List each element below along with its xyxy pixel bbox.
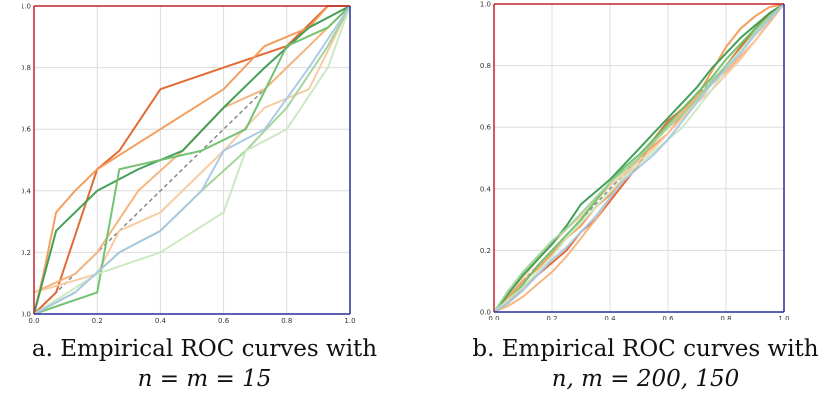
a-roc-curve-3: [33, 5, 351, 294]
b-x-tick-label-1: 0.2: [546, 315, 557, 320]
b-y-tick-label-0: 0.0: [480, 309, 491, 317]
a-x-tick-label-5: 1.0: [344, 317, 355, 325]
a-x-tick-label-1: 0.2: [92, 317, 103, 325]
a-x-tick-label-3: 0.6: [218, 317, 230, 325]
caption-a-line2: n = m = 15: [137, 366, 272, 392]
a-roc-curve-4: [33, 5, 351, 315]
a-y-tick-label-0: 0.0: [22, 311, 31, 319]
b-roc-curve-8: [493, 3, 785, 313]
roc-chart-a: 0.0 0.2 0.4 0.6 0.8 1.0 0.0 0.2 0.4 0.6 0.8 1.0: [22, 3, 356, 326]
caption-b-line2: n, m = 200, 150: [551, 366, 740, 392]
b-x-tick-label-3: 0.6: [662, 315, 674, 320]
a-roc-curve-8: [33, 5, 351, 315]
a-y-tick-label-2: 0.4: [22, 187, 32, 195]
a-x-tick-label-0: 0.0: [28, 317, 39, 325]
a-roc-curve-1: [33, 5, 350, 315]
b-x-tick-label-0: 0.0: [488, 315, 499, 320]
a-roc-curve-0: [33, 5, 350, 315]
a-y-tick-label-3: 0.6: [22, 126, 32, 134]
b-x-tick-label-5: 1.0: [778, 315, 789, 320]
b-y-tick-label-2: 0.4: [480, 185, 492, 193]
b-roc-curve-5: [493, 3, 785, 313]
a-y-tick-label-1: 0.2: [22, 249, 31, 257]
b-x-tick-label-2: 0.4: [604, 315, 616, 320]
a-roc-curve-2: [33, 5, 351, 294]
b-y-tick-label-4: 0.8: [480, 62, 491, 70]
b-y-tick-label-1: 0.2: [480, 247, 491, 255]
b-roc-curve-4: [493, 3, 785, 313]
a-y-tick-label-4: 0.8: [22, 64, 31, 72]
b-y-tick-label-5: 1.0: [480, 1, 491, 9]
caption-a-line1: a. Empirical ROC curves with: [31, 336, 378, 362]
roc-chart-b: 0.0 0.2 0.4 0.6 0.8 1.0 0.0 0.2 0.4 0.6 0.8 1.0: [480, 1, 790, 321]
a-roc-curve-7: [33, 5, 351, 315]
a-y-tick-label-5: 1.0: [22, 3, 31, 11]
a-x-tick-label-2: 0.4: [155, 317, 167, 325]
a-x-tick-label-4: 0.8: [281, 317, 292, 325]
caption-a: a. Empirical ROC curves with n = m = 15: [27, 334, 382, 394]
b-x-tick-label-4: 0.8: [720, 315, 731, 320]
caption-b: b. Empirical ROC curves with n, m = 200,…: [468, 334, 823, 394]
caption-b-line1: b. Empirical ROC curves with: [472, 336, 819, 362]
b-y-tick-label-3: 0.6: [480, 124, 492, 132]
b-roc-curve-7: [493, 3, 785, 313]
